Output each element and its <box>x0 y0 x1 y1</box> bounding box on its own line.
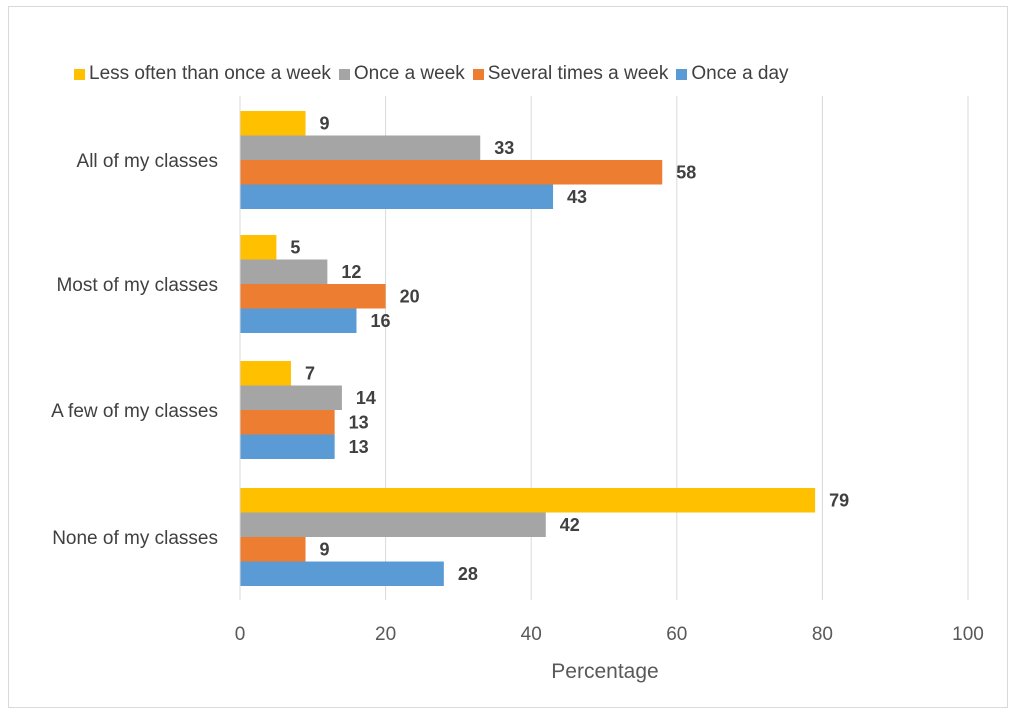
data-label: 16 <box>370 311 390 331</box>
data-label: 28 <box>458 564 478 584</box>
data-label: 13 <box>349 412 369 432</box>
legend-item: Once a week <box>338 63 465 85</box>
bar <box>240 488 816 513</box>
data-label: 33 <box>494 138 514 158</box>
data-label: 20 <box>400 286 420 306</box>
category-label: All of my classes <box>77 151 218 172</box>
data-label: 42 <box>560 515 580 535</box>
chart-frame <box>8 6 1008 708</box>
x-tick-label: 100 <box>952 624 984 645</box>
legend-item: Less often than once a week <box>74 63 331 85</box>
data-label: 13 <box>349 437 369 457</box>
category-label: Most of my classes <box>56 275 218 296</box>
data-label: 12 <box>341 262 361 282</box>
bar <box>240 284 386 309</box>
bar <box>240 537 306 562</box>
category-label: None of my classes <box>52 528 218 549</box>
bar <box>240 512 546 537</box>
legend-item: Several times a week <box>472 63 669 85</box>
x-tick-label: 40 <box>521 624 542 645</box>
bar <box>240 259 328 284</box>
x-tick-label: 80 <box>812 624 833 645</box>
bar <box>240 135 481 160</box>
bar <box>240 410 335 435</box>
legend: Less often than once a week Once a week Se… <box>74 62 789 86</box>
legend-swatch <box>472 68 484 80</box>
category-label: A few of my classes <box>51 401 218 422</box>
bar <box>240 434 335 459</box>
bar <box>240 308 357 333</box>
x-axis-title: Percentage <box>551 660 658 683</box>
legend-swatch <box>74 68 85 80</box>
data-label: 43 <box>567 187 587 207</box>
bar <box>240 235 277 260</box>
legend-label: Several times a week <box>487 63 669 84</box>
x-tick-label: 20 <box>375 624 396 645</box>
legend-label: Less often than once a week <box>89 63 331 84</box>
legend-swatch <box>676 68 688 80</box>
bar <box>240 361 291 386</box>
x-tick-label: 60 <box>666 624 687 645</box>
bar <box>240 160 663 185</box>
legend-label: Once a day <box>691 63 789 84</box>
data-label: 9 <box>320 113 330 133</box>
legend-item: Once a day <box>676 63 789 85</box>
x-tick-label: 0 <box>235 624 246 645</box>
data-label: 14 <box>356 388 376 408</box>
data-label: 7 <box>305 363 315 383</box>
data-label: 58 <box>676 162 696 182</box>
bar <box>240 111 306 136</box>
bar <box>240 561 444 586</box>
legend-label: Once a week <box>353 63 465 84</box>
data-label: 9 <box>320 539 330 559</box>
bar <box>240 184 554 209</box>
bar <box>240 385 342 410</box>
data-label: 79 <box>829 490 849 510</box>
data-label: 5 <box>290 237 300 257</box>
legend-swatch <box>338 68 350 80</box>
